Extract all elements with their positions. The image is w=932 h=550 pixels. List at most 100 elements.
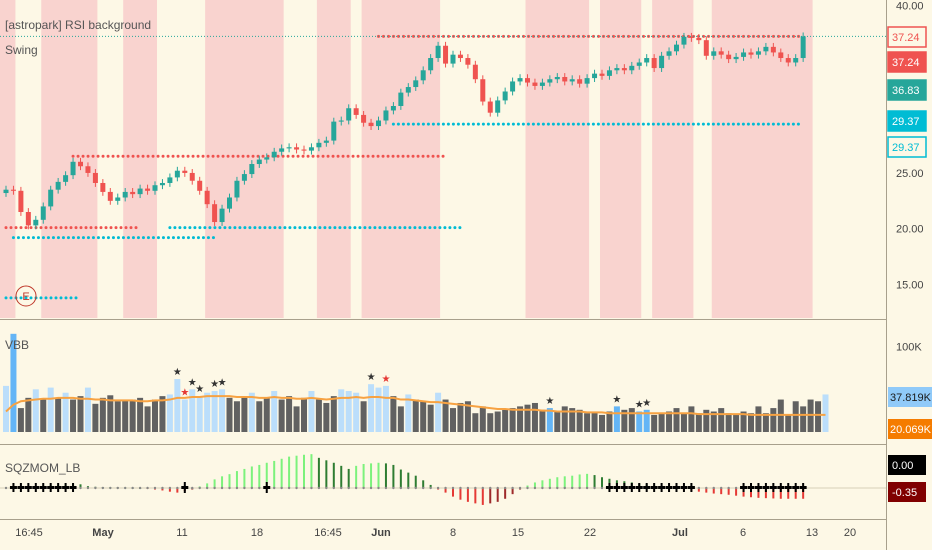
momentum-bar bbox=[452, 488, 454, 497]
candle-body bbox=[711, 51, 717, 56]
swing-dot bbox=[248, 226, 252, 230]
swing-dot bbox=[787, 34, 790, 38]
swing-dot bbox=[49, 296, 53, 300]
volume-bar bbox=[621, 409, 628, 432]
candle-body bbox=[584, 78, 590, 84]
candle-body bbox=[174, 170, 180, 178]
squeeze-dot bbox=[153, 486, 157, 490]
momentum-bar bbox=[504, 488, 507, 499]
squeeze-dot bbox=[176, 486, 179, 490]
squeeze-dot bbox=[556, 486, 559, 490]
candle-body bbox=[294, 147, 300, 150]
squeeze-dot bbox=[734, 486, 738, 490]
candle-body bbox=[606, 70, 612, 76]
candle-body bbox=[748, 52, 754, 55]
momentum-panel[interactable]: SQZMOM_LB bbox=[0, 454, 886, 505]
squeeze-on bbox=[660, 483, 663, 492]
volume-bar bbox=[368, 384, 375, 432]
swing-dot bbox=[134, 226, 138, 230]
swing-dot bbox=[358, 226, 362, 230]
indicator-label-vbb[interactable]: VBB bbox=[5, 338, 29, 352]
volume-bar bbox=[509, 408, 516, 432]
momentum-bar bbox=[578, 474, 581, 488]
swing-dot bbox=[401, 154, 405, 158]
candle-body bbox=[569, 79, 575, 82]
price-panel[interactable]: [astropark] RSI background Swing E bbox=[0, 18, 886, 307]
swing-dot bbox=[731, 122, 735, 126]
time-axis[interactable]: 16:45 May 11 18 16:45 Jun 8 15 22 Jul 6 13 20 bbox=[15, 527, 856, 539]
candle-body bbox=[554, 76, 560, 80]
candle-body bbox=[644, 58, 650, 63]
volume-bar bbox=[25, 397, 32, 432]
swing-dot bbox=[36, 236, 40, 240]
candle-body bbox=[323, 140, 329, 143]
volume-bar bbox=[353, 392, 360, 432]
swing-dot bbox=[382, 34, 385, 38]
volume-bar bbox=[211, 391, 218, 432]
candle-body bbox=[115, 197, 121, 201]
candle-body bbox=[487, 101, 493, 113]
momentum-bar bbox=[466, 488, 469, 502]
candle-body bbox=[614, 68, 620, 71]
momentum-badge bbox=[888, 455, 926, 475]
indicator-label-swing[interactable]: Swing bbox=[5, 43, 38, 57]
swing-dot bbox=[727, 34, 730, 38]
swing-dot bbox=[136, 154, 140, 158]
swing-dot bbox=[106, 154, 110, 158]
swing-dot bbox=[361, 154, 365, 158]
swing-dot bbox=[622, 34, 625, 38]
price-badge bbox=[887, 51, 927, 73]
swing-dot bbox=[502, 34, 505, 38]
momentum-bar bbox=[303, 454, 305, 488]
volume-star: ★ bbox=[367, 372, 376, 383]
swing-dot bbox=[431, 154, 435, 158]
swing-dot bbox=[54, 226, 58, 230]
candle-body bbox=[212, 204, 218, 223]
price-axis[interactable]: 40.00 25.00 20.00 15.00 100K 37.24 37.24 36.83… bbox=[887, 0, 932, 550]
swing-dot bbox=[401, 122, 405, 126]
volume-panel[interactable]: ★★★★ ★★ ★ ★★ ★ ★★ VBB bbox=[3, 333, 829, 432]
squeeze-dot bbox=[593, 486, 596, 490]
squeeze-dot bbox=[727, 486, 730, 490]
squeeze-dot bbox=[273, 486, 276, 490]
volume-bar bbox=[390, 396, 397, 432]
swing-dot bbox=[776, 122, 780, 126]
swing-dot bbox=[376, 154, 380, 158]
swing-dot bbox=[166, 236, 170, 240]
volume-bar bbox=[576, 409, 583, 432]
swing-dot bbox=[278, 226, 282, 230]
swing-dot bbox=[49, 226, 53, 230]
momentum-bar bbox=[772, 488, 775, 499]
swing-dot bbox=[426, 154, 430, 158]
swing-dot bbox=[64, 226, 68, 230]
candle-body bbox=[219, 208, 225, 223]
swing-dot bbox=[353, 226, 357, 230]
volume-ma-line bbox=[5, 395, 826, 416]
volume-bar bbox=[204, 392, 211, 432]
swing-dot bbox=[792, 34, 795, 38]
indicator-label-rsi-background[interactable]: [astropark] RSI background bbox=[5, 18, 151, 32]
momentum-bar bbox=[481, 488, 484, 505]
swing-dot bbox=[651, 122, 655, 126]
swing-dot bbox=[336, 154, 340, 158]
swing-dot bbox=[487, 34, 490, 38]
swing-dot bbox=[432, 34, 435, 38]
swing-dot bbox=[757, 34, 760, 38]
swing-dot bbox=[191, 154, 195, 158]
swing-dot bbox=[393, 226, 397, 230]
rsi-background bbox=[0, 0, 813, 318]
volume-star: ★ bbox=[545, 396, 554, 407]
candle-body bbox=[532, 82, 538, 86]
volume-bar bbox=[546, 408, 553, 432]
swing-dot bbox=[29, 226, 33, 230]
swing-dot bbox=[24, 296, 28, 300]
candle-body bbox=[85, 166, 91, 173]
indicator-label-sqzmom[interactable]: SQZMOM_LB bbox=[5, 461, 80, 475]
volume-bar bbox=[181, 399, 188, 432]
swing-dot bbox=[391, 154, 395, 158]
price-badge-label: 37.24 bbox=[892, 32, 920, 44]
candle-body bbox=[137, 188, 143, 195]
swing-dot bbox=[741, 122, 745, 126]
candle-body bbox=[770, 46, 776, 53]
